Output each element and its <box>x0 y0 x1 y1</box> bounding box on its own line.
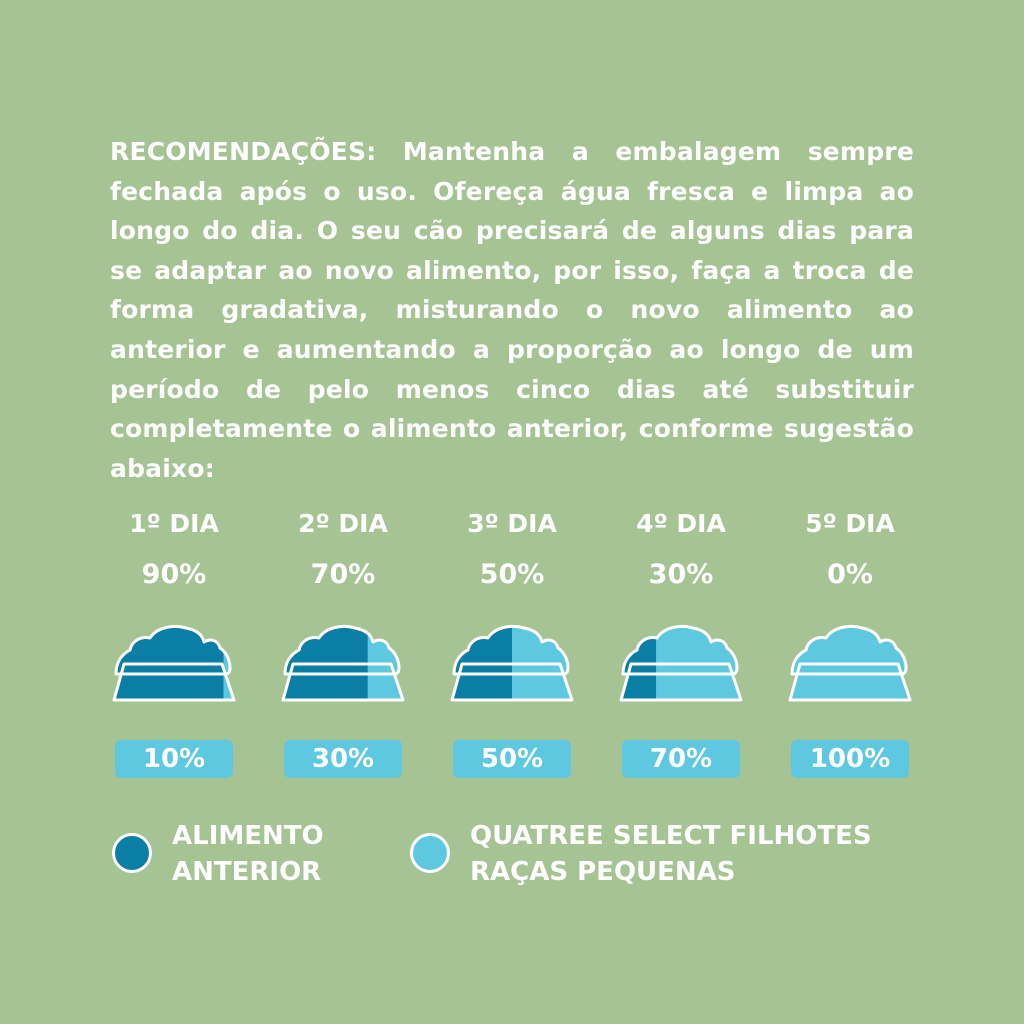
day-label: 5º DIA <box>805 509 895 538</box>
food-outline <box>621 624 739 676</box>
day-label: 1º DIA <box>129 509 219 538</box>
previous-food-percentage: 30% <box>648 559 714 590</box>
food-outline <box>452 624 570 676</box>
food-outline <box>790 624 908 676</box>
previous-food-legend-label: ALIMENTO ANTERIOR <box>172 818 324 890</box>
new-food-fill <box>512 626 572 700</box>
day-label: 2º DIA <box>298 509 388 538</box>
previous-food-fill <box>114 626 224 700</box>
day-label: 4º DIA <box>636 509 726 538</box>
previous-food-legend-icon <box>112 833 152 873</box>
food-bowl-icon <box>281 624 405 702</box>
new-food-percentage-badge: 10% <box>115 740 233 778</box>
new-food-percentage-badge: 70% <box>622 740 740 778</box>
food-outline <box>114 624 232 676</box>
new-food-percentage-badge: 50% <box>453 740 571 778</box>
new-food-legend-label: QUATREE SELECT FILHOTES RAÇAS PEQUENAS <box>470 818 872 890</box>
bowl-outline <box>619 662 743 702</box>
legend-line: ALIMENTO <box>172 821 324 851</box>
food-bowl-icon <box>619 624 743 702</box>
legend-line: RAÇAS PEQUENAS <box>470 857 736 887</box>
new-food-percentage-badge: 100% <box>791 740 909 778</box>
recommendations-text: RECOMENDAÇÕES: Mantenha a embalagem semp… <box>110 137 914 483</box>
food-bowl-icon <box>112 624 236 702</box>
new-food-fill <box>790 626 910 700</box>
food-bowl-icon <box>450 624 574 702</box>
food-bowl-icon <box>788 624 912 702</box>
new-food-percentage-badge: 30% <box>284 740 402 778</box>
previous-food-fill <box>452 626 512 700</box>
new-food-legend-icon <box>410 833 450 873</box>
bowl-outline <box>450 662 574 702</box>
legend-line: QUATREE SELECT FILHOTES <box>470 821 872 851</box>
previous-food-percentage: 90% <box>141 559 207 590</box>
food-outline <box>283 624 401 676</box>
legend-line: ANTERIOR <box>172 857 322 887</box>
previous-food-percentage: 70% <box>310 559 376 590</box>
bowl-outline <box>112 662 236 702</box>
previous-food-percentage: 0% <box>827 559 873 590</box>
new-food-fill <box>656 626 741 700</box>
previous-food-percentage: 50% <box>479 559 545 590</box>
day-label: 3º DIA <box>467 509 557 538</box>
bowl-outline <box>788 662 912 702</box>
bowl-outline <box>281 662 405 702</box>
